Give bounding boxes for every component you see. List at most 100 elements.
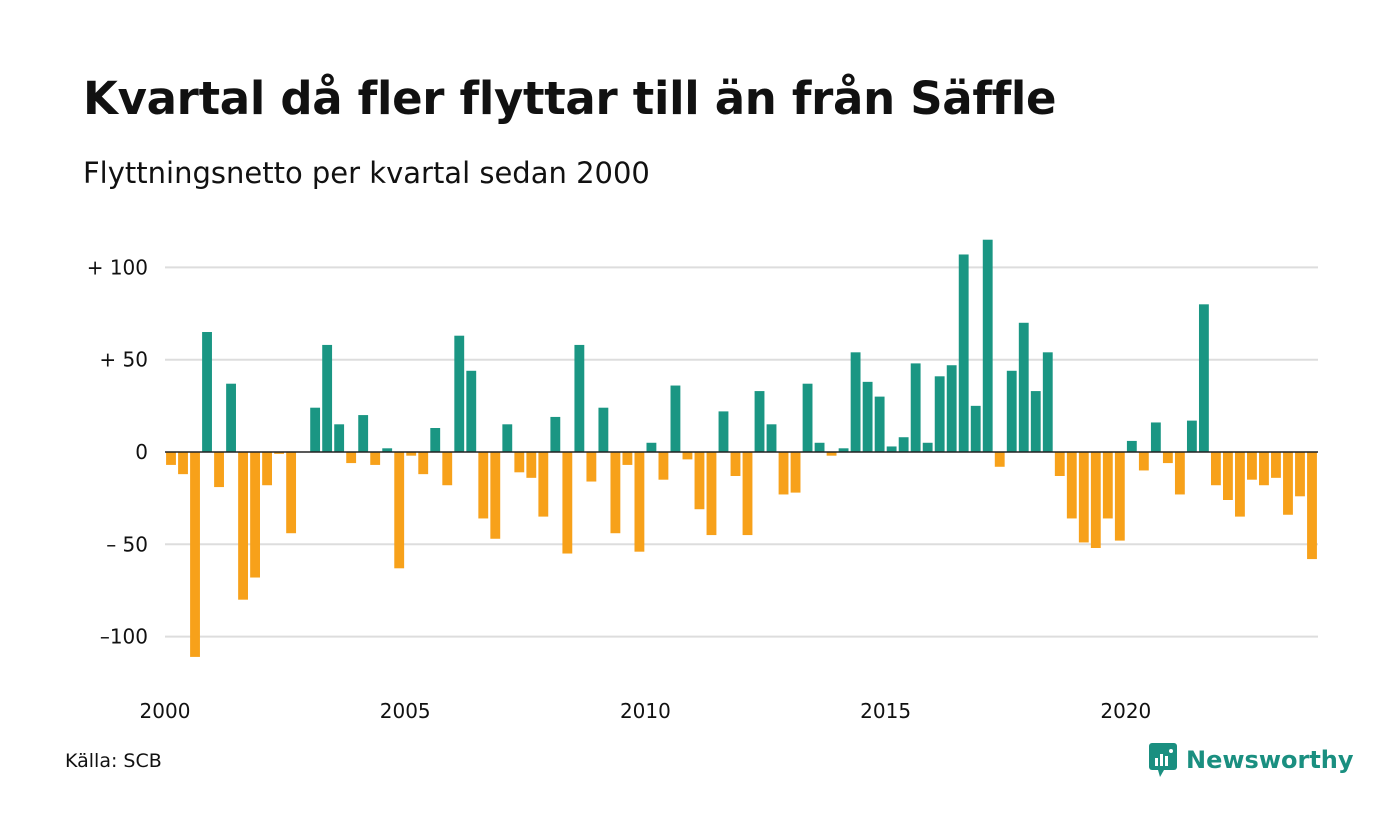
bar <box>1126 440 1137 452</box>
x-tick-label: 2020 <box>1100 699 1151 723</box>
bar <box>1150 422 1161 452</box>
bar <box>262 452 273 486</box>
x-axis-ticks: 2000 2005 2010 2015 2020 <box>140 699 1152 723</box>
bar <box>1090 452 1101 548</box>
bar <box>706 452 717 536</box>
bar <box>634 452 645 552</box>
bar <box>958 254 969 452</box>
bar <box>886 446 897 452</box>
bar <box>1210 452 1221 486</box>
bar <box>538 452 549 517</box>
bar <box>1174 452 1185 495</box>
bar <box>310 407 321 452</box>
bar <box>838 448 849 452</box>
bar <box>622 452 633 465</box>
bar <box>370 452 381 465</box>
bar <box>610 452 621 534</box>
x-tick-label: 2010 <box>620 699 671 723</box>
bar <box>946 365 957 452</box>
bar <box>766 424 777 452</box>
bar <box>850 352 861 452</box>
y-tick-label: – 50 <box>106 532 148 556</box>
bar <box>1030 391 1041 452</box>
bar <box>646 442 657 452</box>
bar <box>1235 452 1245 517</box>
bar <box>1066 452 1077 519</box>
bar <box>1223 452 1233 500</box>
bar <box>790 452 801 493</box>
bar <box>826 452 837 456</box>
bar <box>1138 452 1149 471</box>
bar <box>874 396 885 452</box>
bar <box>514 452 525 473</box>
bar <box>346 452 357 464</box>
x-tick-label: 2015 <box>860 699 911 723</box>
bar <box>1247 452 1257 480</box>
bar <box>238 452 248 600</box>
bar <box>814 442 825 452</box>
bar <box>718 411 729 452</box>
bar <box>586 452 597 482</box>
bar <box>982 239 993 452</box>
bar <box>574 344 585 452</box>
bar <box>922 442 933 452</box>
bar <box>1259 452 1269 486</box>
bar <box>1307 452 1317 560</box>
bar <box>322 344 333 452</box>
bar <box>1018 322 1029 452</box>
bar <box>670 385 681 452</box>
bar <box>1186 420 1197 452</box>
bar <box>754 391 765 452</box>
brand: Newsworthy <box>1148 742 1354 778</box>
bar <box>394 452 405 569</box>
bar <box>250 452 260 578</box>
bar <box>802 383 813 452</box>
bar <box>1283 452 1293 515</box>
y-tick-label: 0 <box>135 440 148 464</box>
bar <box>214 452 224 488</box>
bar <box>526 452 537 478</box>
bar <box>286 452 297 534</box>
bar <box>778 452 789 495</box>
chart-subtitle: Flyttningsnetto per kvartal sedan 2000 <box>83 156 650 190</box>
bar <box>562 452 573 554</box>
y-axis-ticks: + 100 + 50 0 – 50 –100 <box>87 255 148 648</box>
bar <box>1295 452 1305 497</box>
bar <box>226 383 236 452</box>
bar <box>1042 352 1053 452</box>
bar <box>934 376 945 452</box>
bar <box>418 452 429 475</box>
newsworthy-logo-icon <box>1149 743 1177 777</box>
bar <box>1271 452 1281 478</box>
bar <box>190 452 200 657</box>
bar <box>910 363 921 452</box>
bar <box>1006 370 1017 452</box>
bar <box>502 424 513 452</box>
bar <box>658 452 669 480</box>
bar <box>202 332 212 452</box>
bar <box>490 452 501 539</box>
bar <box>694 452 705 510</box>
bar <box>466 370 477 452</box>
bar <box>682 452 693 460</box>
bar <box>1198 304 1209 452</box>
bar <box>898 437 909 452</box>
bar <box>1078 452 1089 543</box>
bar <box>742 452 753 536</box>
x-tick-label: 2000 <box>140 699 191 723</box>
y-tick-label: –100 <box>100 625 148 649</box>
bar <box>430 428 441 452</box>
bar <box>862 381 873 452</box>
y-tick-label: + 100 <box>87 255 148 279</box>
bar <box>994 452 1005 467</box>
grid-lines <box>165 266 1318 638</box>
bar <box>454 335 465 452</box>
bar <box>598 407 609 452</box>
bar <box>382 448 393 452</box>
source-note: Källa: SCB <box>65 750 162 772</box>
bar <box>1114 452 1125 541</box>
bar <box>1162 452 1173 464</box>
bar <box>730 452 741 476</box>
bar <box>970 405 981 452</box>
bar <box>358 415 369 452</box>
